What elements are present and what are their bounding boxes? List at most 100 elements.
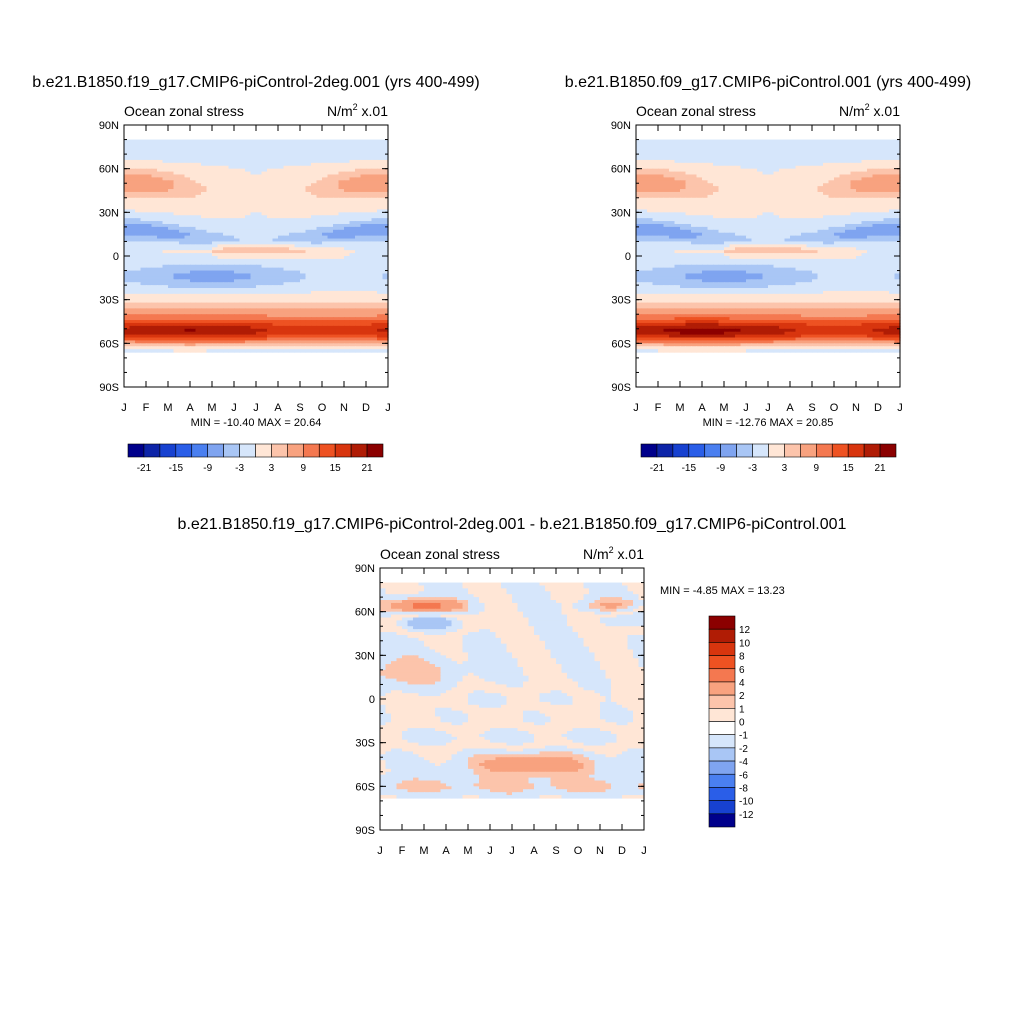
field-cell	[366, 221, 373, 225]
field-cell	[300, 168, 307, 173]
field-cell	[190, 226, 197, 231]
field-cell	[856, 177, 863, 181]
field-cell	[157, 264, 164, 269]
field-cell	[179, 171, 186, 176]
field-cell	[349, 189, 356, 193]
field-cell	[135, 200, 142, 205]
field-cell	[366, 171, 373, 176]
field-cell	[316, 256, 323, 260]
field-cell	[250, 308, 257, 312]
field-cell	[344, 328, 351, 333]
field-cell	[250, 212, 257, 216]
field-cell	[641, 194, 648, 199]
field-cell	[300, 328, 307, 333]
field-cell	[636, 171, 643, 176]
field-cell	[823, 209, 830, 213]
field-cell	[140, 174, 147, 178]
field-cell	[751, 200, 758, 205]
field-cell	[327, 311, 334, 315]
field-cell	[806, 180, 813, 184]
field-cell	[294, 200, 301, 205]
field-cell	[834, 168, 841, 173]
field-cell	[173, 328, 180, 333]
field-cell	[806, 159, 813, 164]
field-cell	[239, 171, 246, 176]
field-cell	[184, 293, 191, 298]
field-cell	[223, 343, 230, 347]
field-cell	[289, 250, 296, 254]
field-cell	[179, 177, 186, 181]
field-cell	[146, 340, 153, 344]
field-cell	[217, 343, 224, 347]
field-cell	[256, 253, 263, 257]
field-cell	[201, 183, 208, 187]
field-cell	[850, 168, 857, 173]
field-cell	[228, 282, 235, 286]
field-cell	[157, 200, 164, 205]
field-cell	[746, 145, 753, 149]
field-cell	[696, 218, 703, 222]
field-cell	[779, 203, 786, 208]
field-cell	[179, 296, 186, 301]
field-cell	[234, 308, 241, 312]
field-cell	[283, 317, 290, 321]
field-cell	[267, 142, 274, 146]
field-cell	[894, 218, 901, 222]
field-cell	[234, 261, 241, 266]
field-cell	[206, 346, 213, 350]
field-cell	[636, 191, 643, 196]
field-cell	[707, 200, 714, 205]
field-cell	[245, 247, 252, 251]
field-cell	[278, 267, 285, 272]
field-cell	[823, 139, 830, 144]
field-cell	[173, 159, 180, 164]
field-cell	[140, 267, 147, 272]
field-cell	[190, 267, 197, 272]
field-cell	[636, 174, 643, 178]
field-cell	[283, 203, 290, 208]
field-cell	[344, 317, 351, 321]
field-cell	[124, 168, 131, 173]
field-cell	[305, 189, 312, 193]
field-cell	[333, 197, 340, 202]
field-cell	[311, 215, 318, 219]
field-cell	[245, 157, 252, 161]
field-cell	[261, 244, 268, 248]
field-cell	[371, 264, 378, 269]
field-cell	[382, 139, 389, 144]
field-cell	[234, 302, 241, 307]
field-cell	[322, 148, 329, 152]
field-cell	[663, 139, 670, 144]
field-cell	[212, 174, 219, 178]
field-cell	[338, 232, 345, 237]
field-cell	[124, 177, 131, 181]
field-cell	[217, 279, 224, 283]
field-cell	[129, 194, 136, 199]
field-cell	[250, 270, 257, 275]
field-cell	[349, 299, 356, 304]
field-cell	[157, 311, 164, 315]
field-cell	[151, 299, 158, 304]
field-cell	[239, 139, 246, 144]
field-cell	[157, 186, 164, 190]
field-cell	[883, 157, 890, 161]
field-cell	[322, 165, 329, 170]
field-cell	[223, 209, 230, 213]
field-cell	[245, 221, 252, 225]
field-cell	[773, 186, 780, 190]
field-cell	[371, 223, 378, 228]
field-cell	[366, 285, 373, 289]
field-cell	[212, 168, 219, 173]
field-cell	[366, 212, 373, 216]
field-cell	[349, 322, 356, 327]
field-cell	[839, 139, 846, 144]
field-cell	[377, 194, 384, 199]
field-cell	[806, 206, 813, 211]
field-cell	[377, 308, 384, 312]
field-cell	[283, 302, 290, 307]
field-cell	[382, 212, 389, 216]
field-cell	[140, 270, 147, 275]
field-cell	[305, 154, 312, 158]
field-cell	[641, 174, 648, 178]
field-cell	[179, 299, 186, 304]
